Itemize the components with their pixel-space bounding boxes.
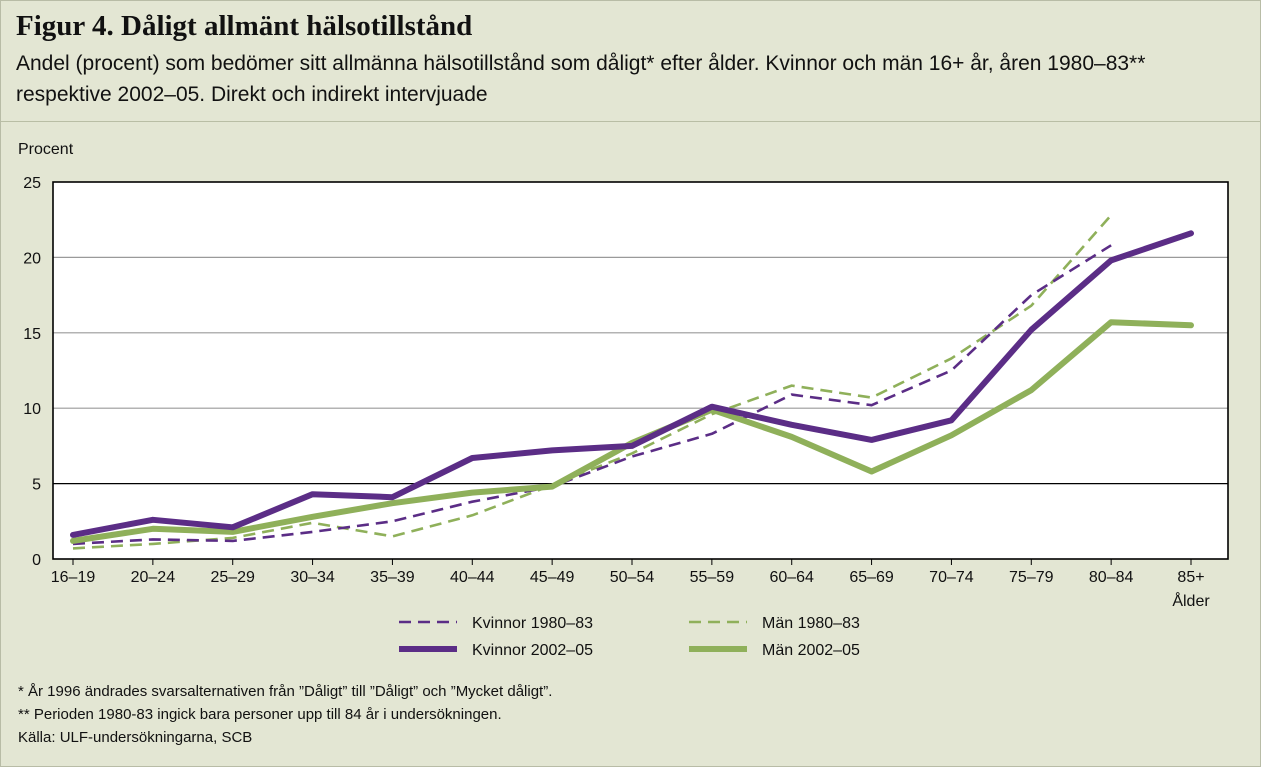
chart-subtitle: Andel (procent) som bedömer sitt allmänn…	[16, 52, 1146, 106]
x-tick-label: 40–44	[450, 569, 495, 586]
x-tick-label: 75–79	[1009, 569, 1054, 586]
x-tick-label: 25–29	[210, 569, 255, 586]
legend-label-1: Män 1980–83	[762, 615, 860, 632]
series-line-1	[72, 214, 1113, 550]
x-tick-label: 55–59	[690, 569, 735, 586]
x-tick-label: 85+	[1177, 569, 1204, 586]
footnote-1: * År 1996 ändrades svarsalternativen frå…	[18, 683, 553, 700]
y-tick-label: 25	[23, 175, 41, 192]
y-axis-label: Procent	[18, 141, 74, 158]
legend-label-3: Män 2002–05	[762, 642, 860, 659]
legend-label-0: Kvinnor 1980–83	[472, 615, 593, 632]
x-axis-label: Ålder	[1172, 591, 1210, 610]
legend-label-2: Kvinnor 2002–05	[472, 642, 593, 659]
y-tick-label: 10	[23, 401, 41, 418]
x-tick-label: 16–19	[51, 569, 96, 586]
x-tick-label: 60–64	[769, 569, 814, 586]
x-tick-label: 70–74	[929, 569, 974, 586]
x-tick-label: 45–49	[530, 569, 575, 586]
x-tick-label: 30–34	[290, 569, 335, 586]
footnotes: * År 1996 ändrades svarsalternativen frå…	[18, 680, 552, 749]
series-line-0	[72, 244, 1112, 546]
plot-border	[52, 181, 1229, 560]
line-chart: 0 5 10 15 20 25 16–19 20–24 25–29 30–34 35–39 40–44…	[23, 175, 1229, 659]
source-note: Källa: ULF-undersökningarna, SCB	[18, 729, 253, 746]
plot-area	[53, 182, 1228, 559]
x-tick-label: 65–69	[849, 569, 894, 586]
x-tick-label: 20–24	[131, 569, 176, 586]
x-tick-label: 35–39	[370, 569, 415, 586]
chart-title: Figur 4. Dåligt allmänt hälsotillstånd	[16, 10, 473, 42]
y-tick-label: 5	[32, 477, 41, 494]
footnote-2: ** Perioden 1980-83 ingick bara personer…	[18, 706, 502, 723]
y-tick-label: 20	[23, 250, 41, 267]
chart-header: Figur 4. Dåligt allmänt hälsotillstånd A…	[1, 1, 1260, 122]
y-tick-label: 0	[32, 552, 41, 569]
y-tick-label: 15	[23, 326, 41, 343]
x-tick-label: 80–84	[1089, 569, 1134, 586]
x-tick-label: 50–54	[610, 569, 655, 586]
series-line-2	[70, 230, 1194, 538]
